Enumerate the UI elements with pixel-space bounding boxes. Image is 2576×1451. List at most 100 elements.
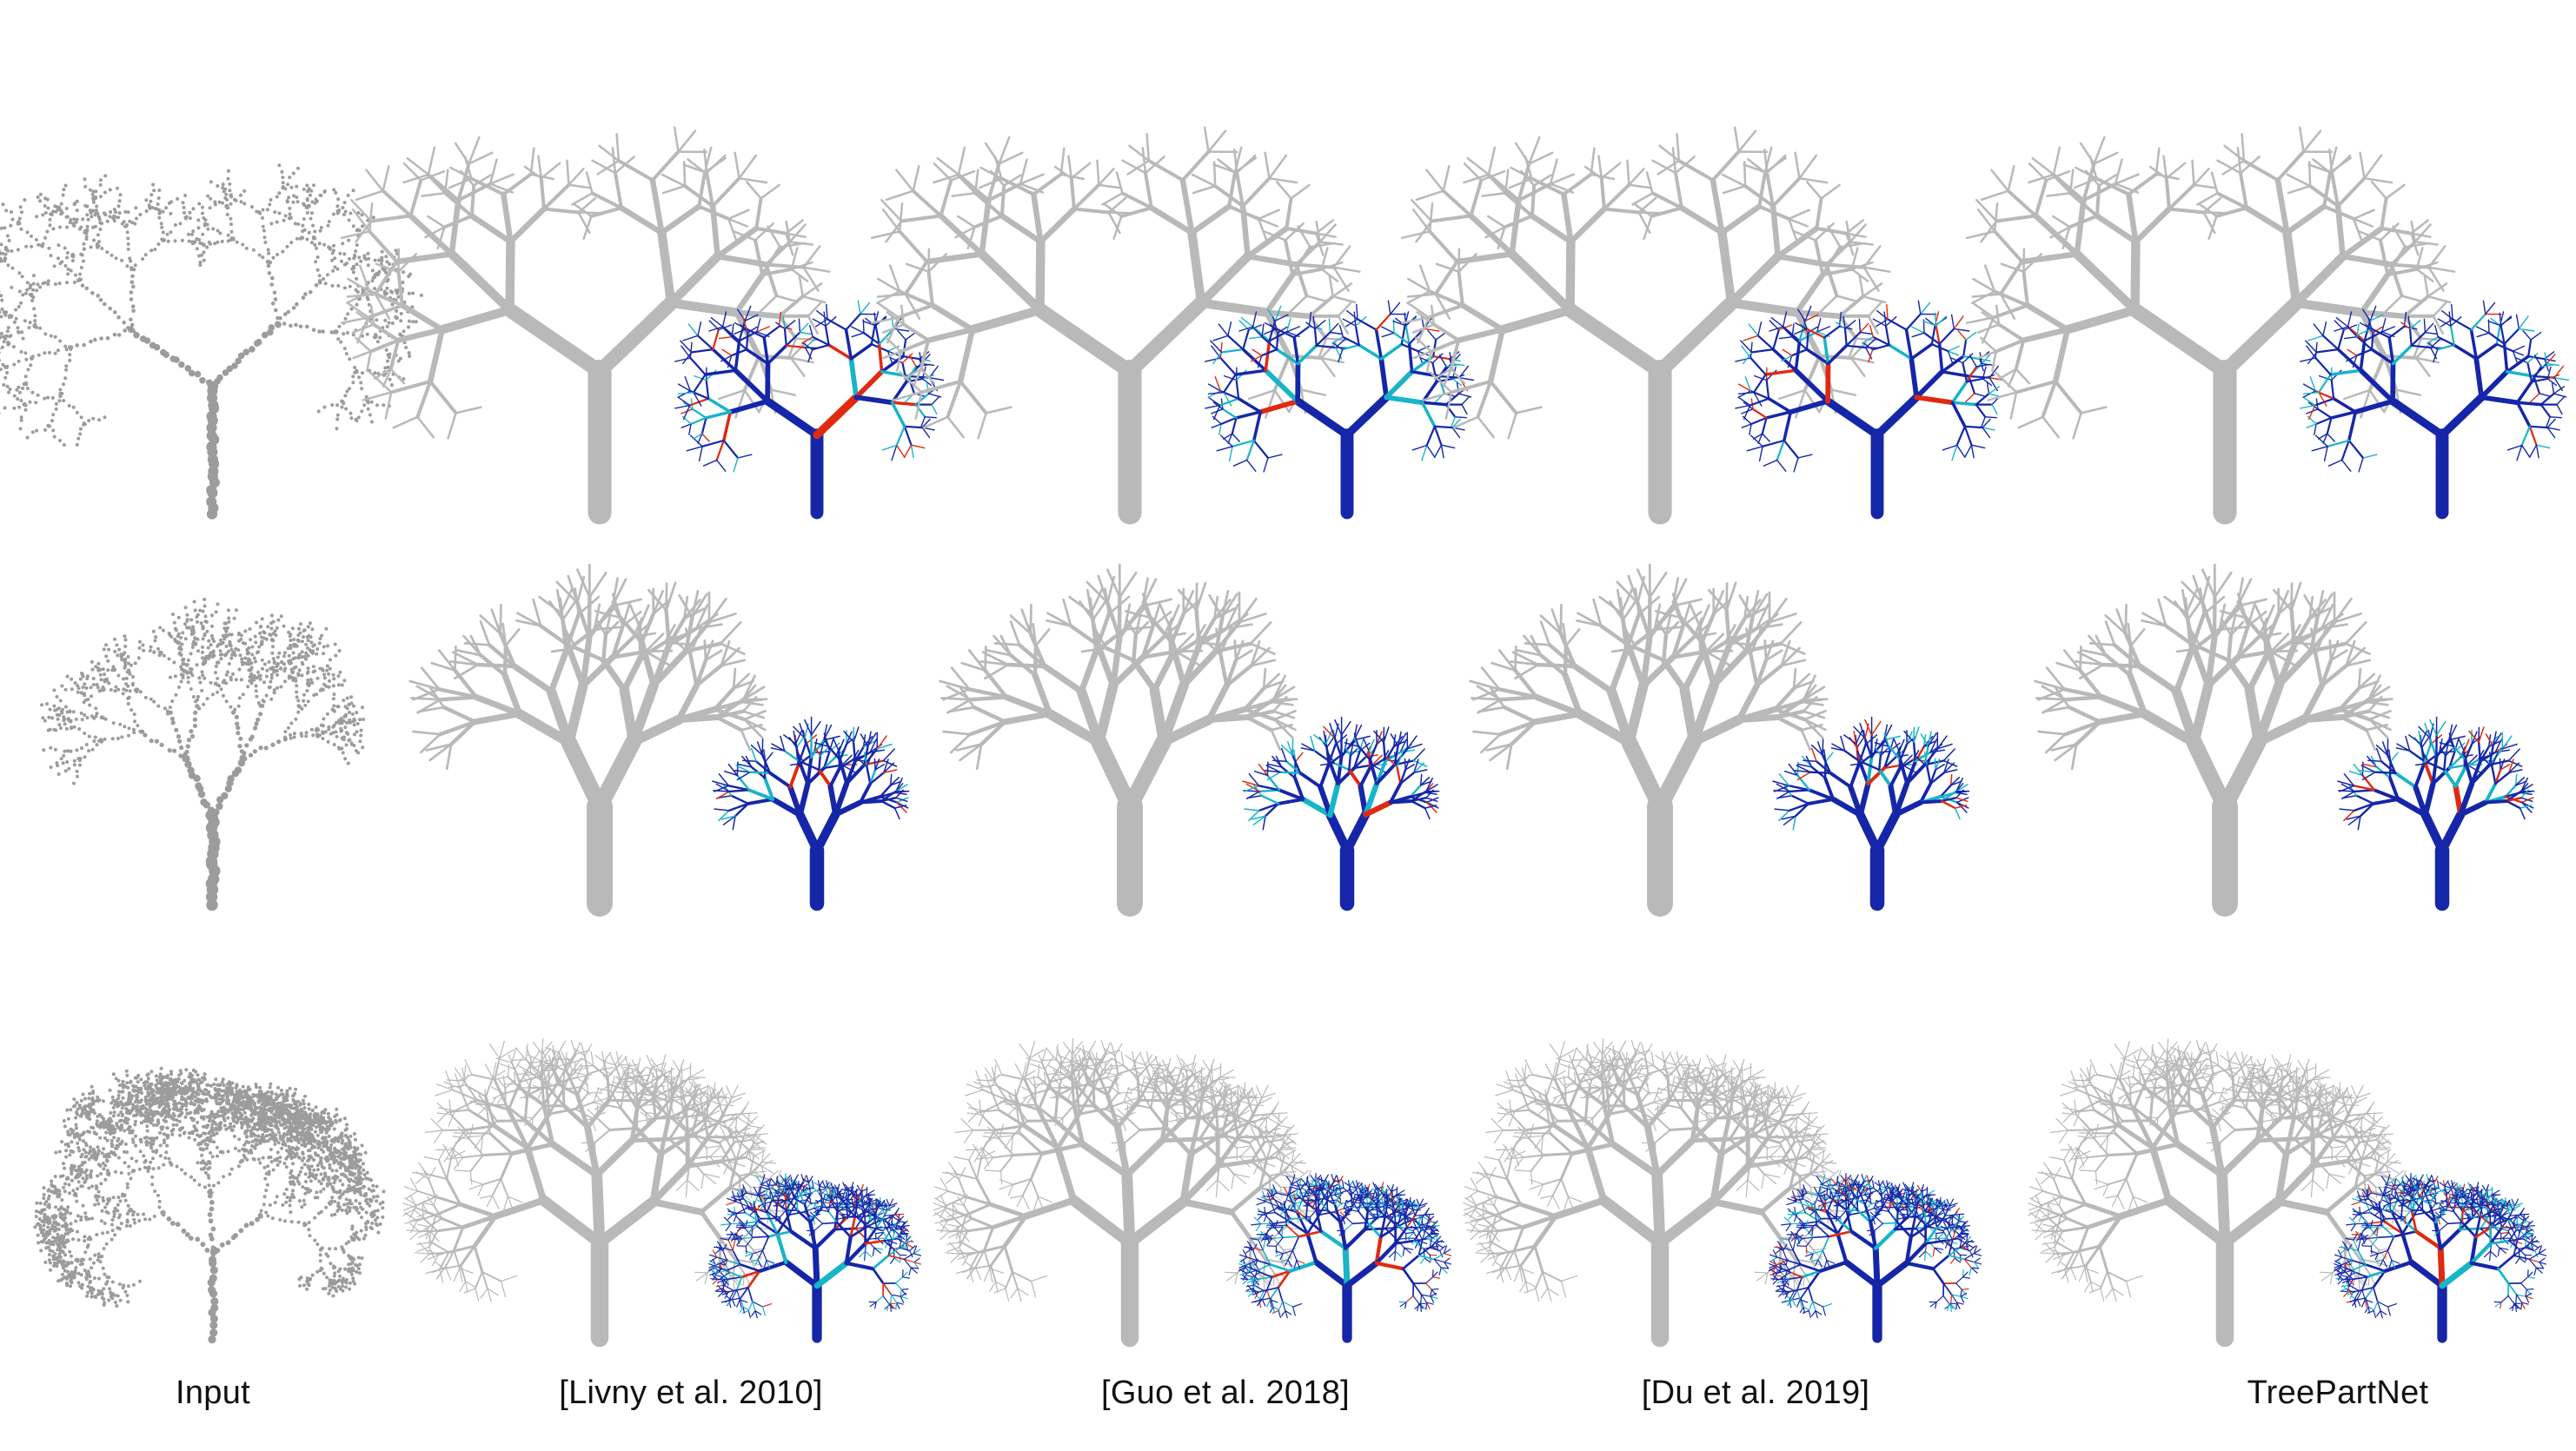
error-map-branch [2327, 433, 2335, 442]
mesh-branch [1631, 192, 1654, 206]
mesh-branch [2015, 380, 2058, 394]
error-map-branch [1845, 331, 1862, 347]
input-point [75, 217, 79, 222]
input-point [258, 677, 262, 681]
mesh-branch [2414, 356, 2440, 364]
input-point [200, 242, 204, 246]
error-map-branch [2337, 328, 2345, 351]
mesh-branch [2217, 295, 2304, 380]
input-point [348, 284, 352, 288]
input-point [189, 652, 193, 656]
error-map-branch [1219, 416, 1238, 426]
input-point [224, 629, 229, 633]
input-point [271, 255, 276, 260]
input-point [121, 692, 125, 696]
error-map-branch [1232, 459, 1248, 467]
input-point [56, 243, 61, 248]
mesh-branch [1502, 705, 1537, 724]
input-point [176, 734, 182, 739]
input-point [94, 706, 98, 711]
input-point [229, 644, 233, 648]
mesh-branch [2068, 191, 2099, 218]
input-point [143, 695, 148, 699]
mesh-branch [2130, 237, 2141, 315]
input-point [370, 268, 375, 273]
error-map-branch [1769, 326, 1784, 332]
mesh-branch [1258, 217, 1279, 228]
error-map-branch [1272, 759, 1287, 763]
input-point [49, 212, 53, 216]
input-point [272, 670, 276, 674]
mesh-branch [2414, 356, 2431, 377]
input-point [269, 626, 274, 631]
mesh-branch [475, 662, 517, 669]
input-point [309, 216, 313, 221]
error-map-branch [2539, 393, 2555, 406]
input-point [355, 419, 359, 423]
input-point [77, 277, 82, 282]
input-point [295, 695, 299, 699]
mesh-branch [618, 205, 665, 236]
input-point [340, 259, 343, 263]
input-point [209, 643, 213, 647]
input-point [98, 195, 103, 199]
mesh-branch [1415, 220, 1433, 243]
input-point [185, 744, 190, 749]
error-map-branch [1274, 305, 1282, 321]
input-point [262, 680, 266, 685]
error-map-branch [1805, 348, 1830, 366]
input-point [88, 703, 92, 707]
input-point [164, 206, 169, 210]
input-point [260, 640, 264, 645]
input-point [38, 285, 43, 289]
error-map-branch [744, 305, 752, 321]
error-map-branch [756, 317, 761, 333]
input-point [65, 225, 70, 229]
input-point [126, 326, 130, 330]
input-point [231, 672, 235, 676]
input-point [241, 641, 245, 645]
input-point [255, 209, 259, 214]
input-point [154, 635, 158, 639]
input-point [12, 394, 17, 398]
input-point [24, 357, 29, 361]
error-map-branch [924, 416, 938, 419]
input-point [351, 333, 355, 337]
input-point [282, 662, 286, 666]
input-point [322, 242, 327, 247]
mesh-branch [1069, 176, 1076, 211]
input-point [31, 274, 36, 278]
mesh-branch [1507, 412, 1517, 440]
input-point [275, 322, 280, 328]
mesh-branch [967, 305, 1045, 335]
error-map-branch [2512, 350, 2525, 356]
input-point [190, 673, 195, 678]
mesh-branch [1674, 171, 1683, 210]
input-point [75, 410, 79, 414]
input-point [58, 225, 62, 229]
input-point [282, 669, 287, 673]
input-point [272, 688, 276, 692]
input-point [23, 291, 28, 295]
input-point [298, 631, 302, 635]
mesh-branch [1067, 155, 1073, 180]
input-point [85, 224, 90, 229]
mesh-branch [428, 380, 458, 415]
mesh-branch [1249, 642, 1276, 655]
mesh-branch [1849, 223, 1867, 243]
error-map-branch [2515, 357, 2529, 364]
input-point [149, 697, 153, 701]
input-point [345, 262, 349, 266]
mesh-branch [1285, 196, 1293, 230]
input-point [402, 377, 406, 381]
error-map-branch [1917, 300, 1922, 315]
input-point [258, 625, 262, 629]
mesh-branch [469, 183, 476, 218]
mesh-branch [384, 391, 393, 420]
input-point [202, 604, 207, 608]
mesh-branch [448, 177, 473, 189]
input-point [170, 720, 176, 726]
mesh-branch [1845, 220, 1851, 243]
error-map-branch [768, 771, 793, 789]
mesh-branch [1608, 647, 1630, 695]
